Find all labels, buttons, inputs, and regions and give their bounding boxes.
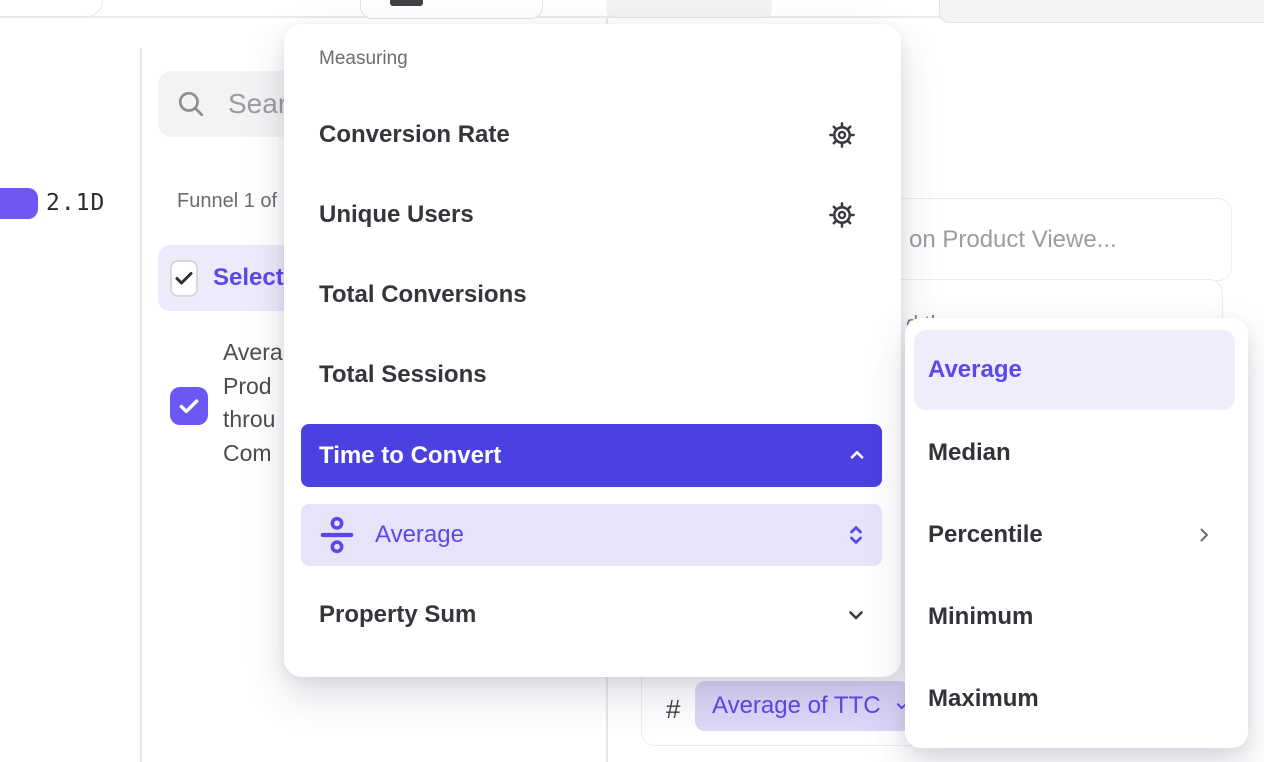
- step-description: Avera Prod throu Com: [223, 336, 283, 470]
- menu-item-average-aggregation[interactable]: Average: [301, 504, 882, 566]
- divide-icon: [319, 515, 355, 555]
- selected-steps-row[interactable]: Selected: [158, 245, 312, 311]
- agg-item-median[interactable]: Median: [928, 439, 1011, 466]
- chart-icon: [390, 0, 423, 6]
- topbar-left-card: [0, 0, 103, 17]
- gear-icon[interactable]: [828, 121, 856, 149]
- duration-badge: [0, 188, 38, 219]
- aggregation-menu: Average Median Percentile Minimum Maximu…: [905, 318, 1248, 748]
- topbar-segment-middle[interactable]: [939, 0, 1104, 23]
- step-checkbox[interactable]: [170, 387, 208, 425]
- step-description-line: Avera: [223, 339, 283, 365]
- up-down-icon: [844, 522, 868, 553]
- ttc-pill-label: Average of TTC: [712, 692, 881, 719]
- chevron-up-icon: [846, 444, 868, 471]
- average-of-ttc-dropdown[interactable]: Average of TTC: [695, 681, 910, 731]
- agg-item-average[interactable]: Average: [914, 330, 1235, 410]
- chevron-down-icon: [844, 603, 868, 632]
- agg-item-minimum[interactable]: Minimum: [928, 603, 1034, 630]
- menu-item-total-conversions[interactable]: Total Conversions: [319, 281, 527, 308]
- search-icon: [178, 91, 204, 117]
- menu-item-total-sessions[interactable]: Total Sessions: [319, 361, 487, 388]
- duration-label: 2.1D: [46, 190, 106, 216]
- left-panel-divider: [140, 48, 142, 762]
- menu-item-unique-users[interactable]: Unique Users: [284, 175, 901, 255]
- step-event-text: on Product Viewe...: [909, 225, 1117, 253]
- menu-item-time-to-convert[interactable]: Time to Convert: [301, 424, 882, 487]
- funnel-count-label: Funnel 1 of: [177, 190, 278, 212]
- menu-item-conversion-rate[interactable]: Conversion Rate: [284, 95, 901, 175]
- menu-item-property-sum[interactable]: Property Sum: [284, 575, 901, 655]
- check-icon: [179, 399, 199, 414]
- step-description-line: Prod: [223, 372, 272, 399]
- gear-icon[interactable]: [828, 201, 856, 229]
- numeric-type-symbol: #: [666, 694, 681, 724]
- step-description-line: Com: [223, 439, 272, 466]
- topbar-segment-right[interactable]: [1103, 0, 1264, 23]
- chevron-right-icon: [1194, 525, 1214, 550]
- chevron-down-icon: [896, 703, 907, 710]
- check-icon: [175, 272, 193, 285]
- measuring-menu: Measuring Conversion Rate: [284, 24, 901, 677]
- menu-header: Measuring: [319, 48, 408, 69]
- agg-item-percentile[interactable]: Percentile: [905, 495, 1248, 575]
- step-description-line: throu: [223, 406, 276, 432]
- funnel-step-card[interactable]: on Product Viewe...: [860, 198, 1232, 281]
- topbar-button[interactable]: [360, 0, 543, 19]
- select-checkbox[interactable]: [170, 259, 198, 297]
- agg-item-maximum[interactable]: Maximum: [928, 685, 1039, 712]
- topbar-segment-left[interactable]: [606, 0, 772, 18]
